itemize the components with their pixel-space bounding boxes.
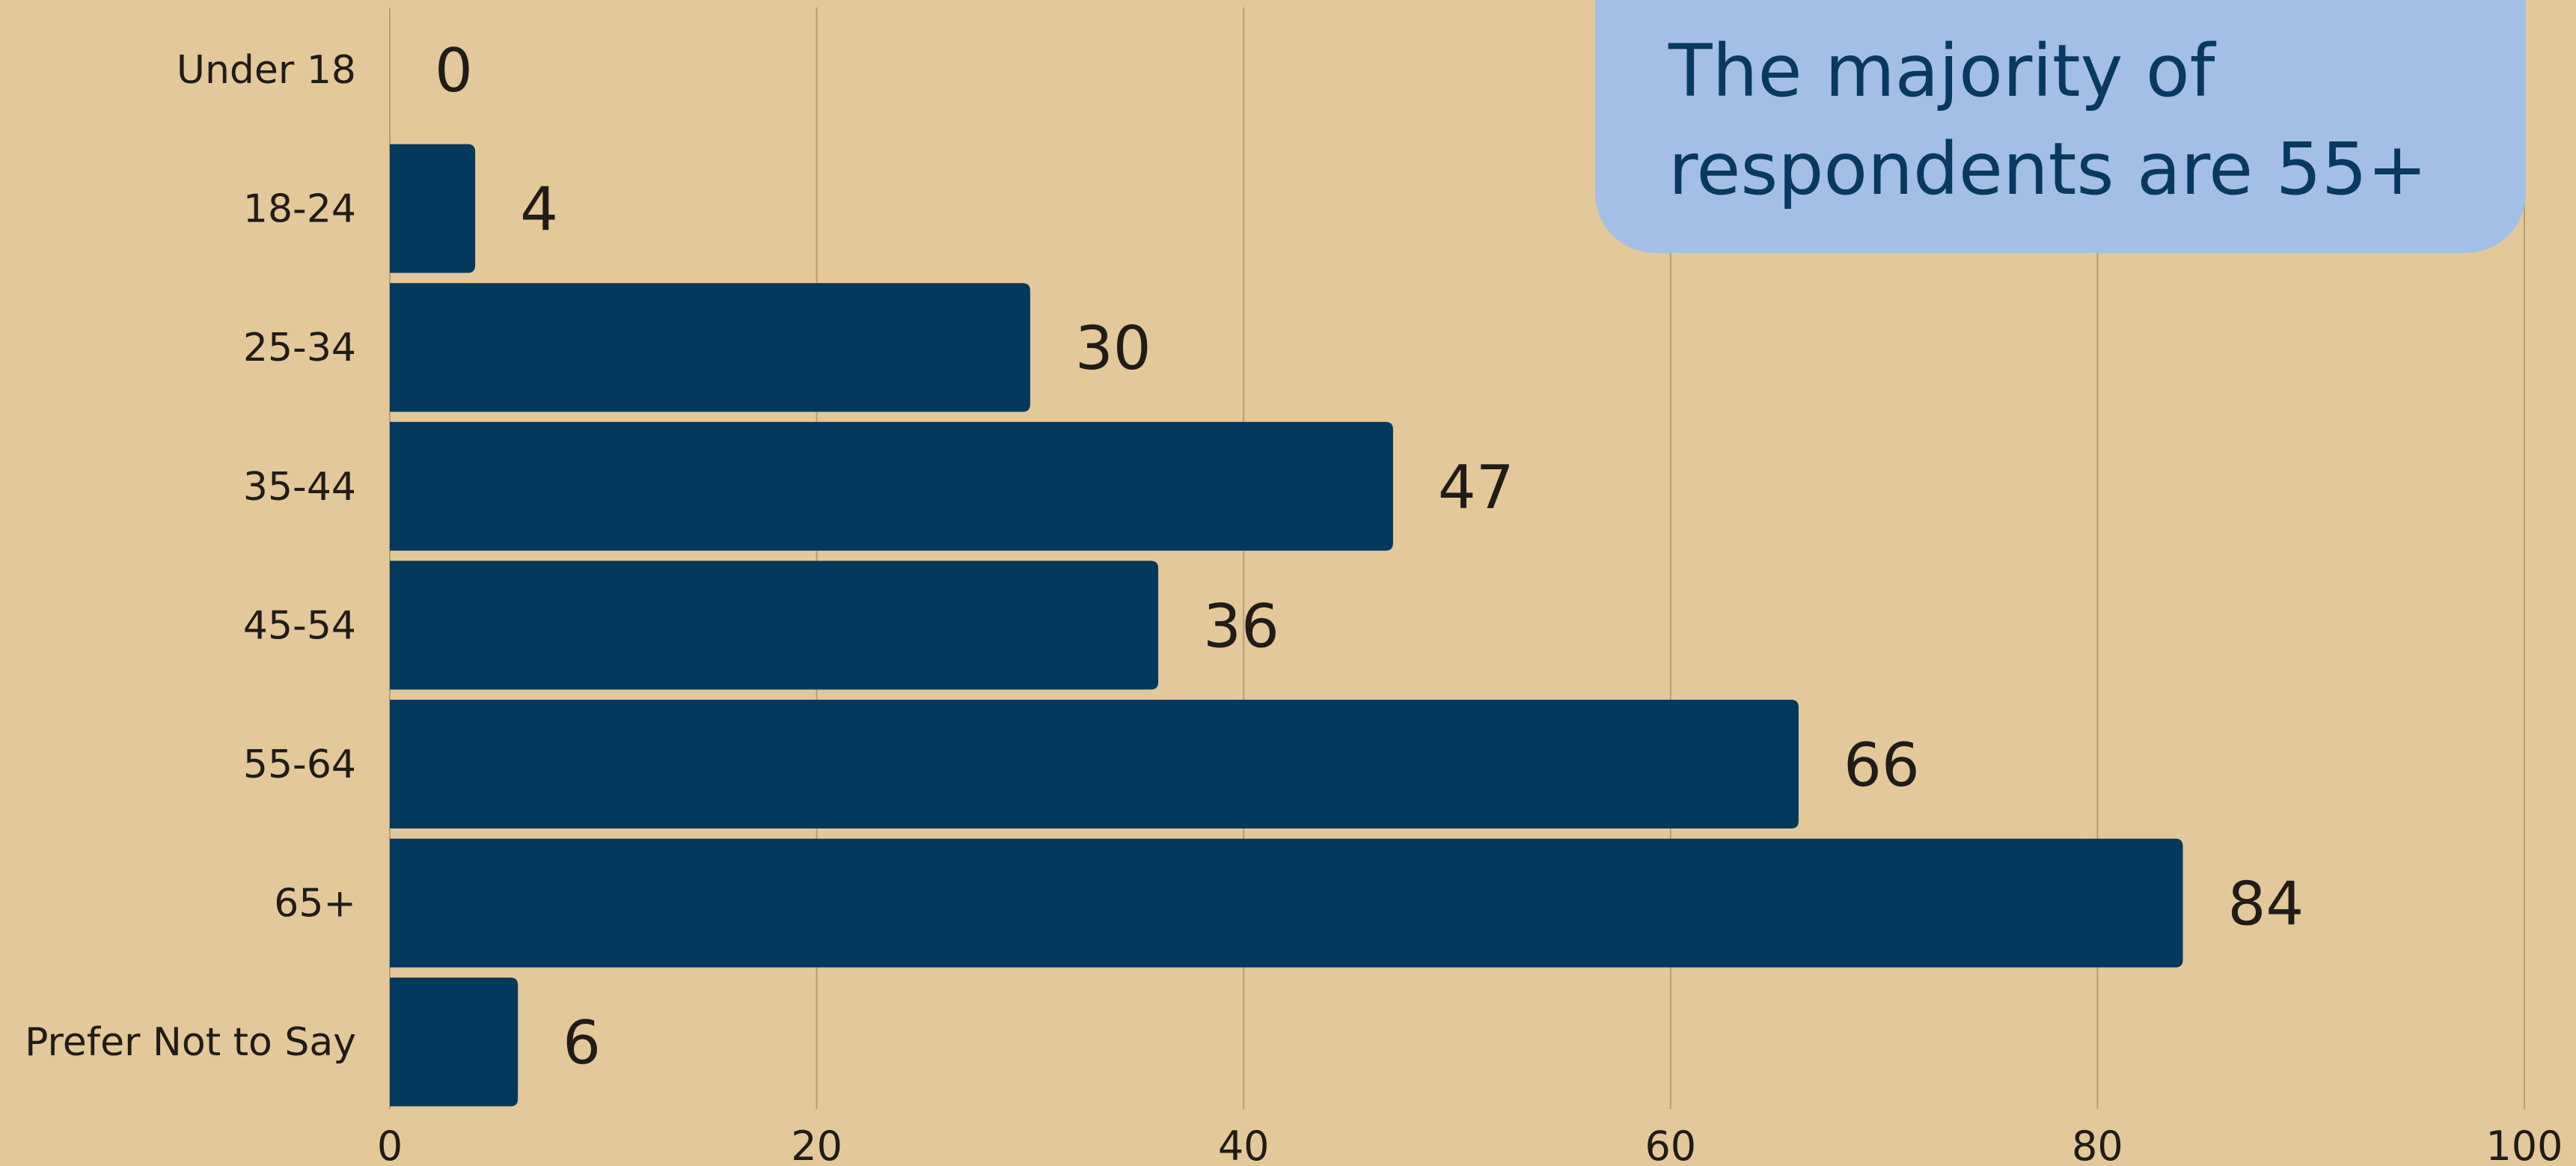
x-tick-label: 40 xyxy=(1218,1123,1270,1166)
x-tick-label: 100 xyxy=(2485,1123,2563,1166)
bar xyxy=(390,838,2183,968)
callout-text-line-2: respondents are 55+ xyxy=(1668,127,2428,211)
labels: 0 20 40 60 80 100 Under 18 0 18-24 4 25-34 30 35-44 4… xyxy=(25,36,2563,1166)
x-tick-label: 0 xyxy=(377,1123,403,1166)
data-label: 66 xyxy=(1844,730,1920,800)
bars xyxy=(390,144,2183,1107)
category-label: 45-54 xyxy=(243,603,356,648)
data-label: 30 xyxy=(1075,314,1151,383)
bar xyxy=(390,561,1159,690)
x-tick-label: 20 xyxy=(791,1123,842,1166)
category-label: Prefer Not to Say xyxy=(25,1020,356,1065)
data-label: 47 xyxy=(1438,453,1514,522)
bar xyxy=(390,421,1393,551)
callout-box: The majority of respondents are 55+ xyxy=(1595,0,2526,253)
category-label: 55-64 xyxy=(243,742,356,787)
callout-text-line-1: The majority of xyxy=(1668,29,2215,113)
bar xyxy=(390,283,1030,412)
data-label: 0 xyxy=(435,36,473,106)
category-label: 35-44 xyxy=(243,465,356,510)
category-label: 25-34 xyxy=(243,326,356,370)
data-label: 4 xyxy=(520,175,558,245)
bar xyxy=(390,144,476,273)
category-label: 18-24 xyxy=(243,187,356,232)
data-label: 36 xyxy=(1203,591,1279,661)
category-label: Under 18 xyxy=(177,48,356,93)
x-tick-label: 80 xyxy=(2072,1123,2123,1166)
bar xyxy=(390,977,518,1107)
data-label: 6 xyxy=(563,1008,601,1078)
x-tick-label: 60 xyxy=(1645,1123,1696,1166)
bar xyxy=(390,700,1799,828)
category-label: 65+ xyxy=(274,882,356,927)
data-label: 84 xyxy=(2228,870,2304,939)
